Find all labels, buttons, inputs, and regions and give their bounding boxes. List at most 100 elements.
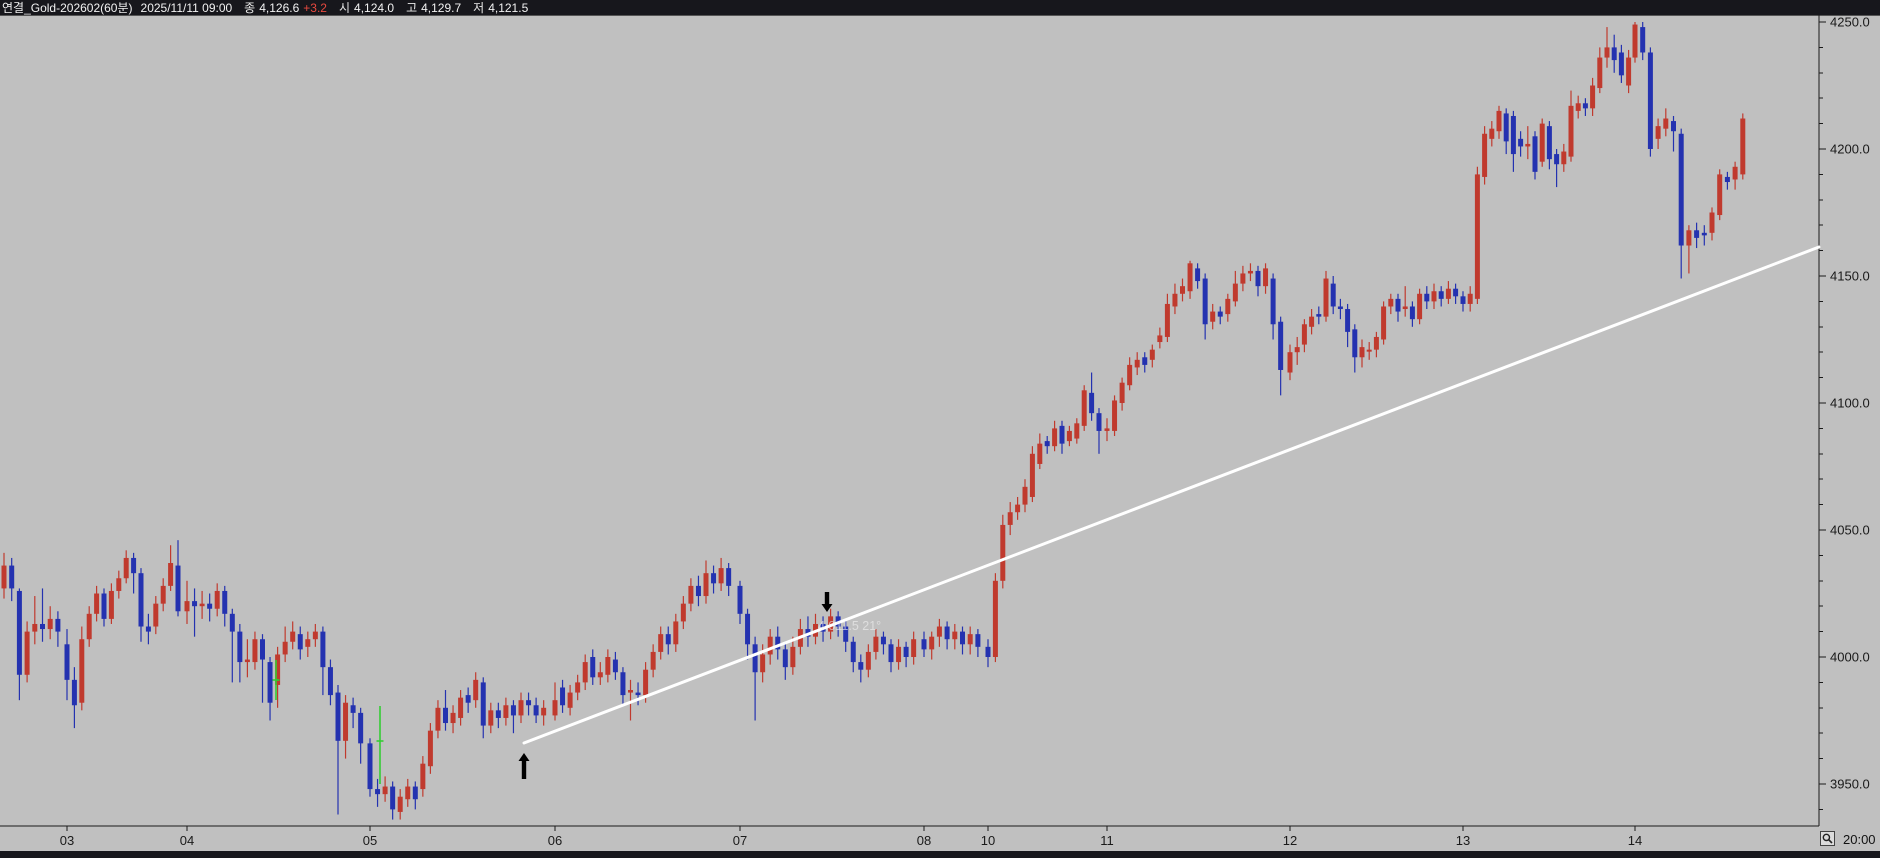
close-value: 4,126.6 (259, 0, 300, 15)
candle-body (775, 636, 781, 650)
candle-body (1518, 138, 1524, 147)
candle-body (745, 613, 751, 645)
candle-body (1474, 174, 1480, 299)
candle-body (1431, 291, 1437, 302)
candle-body (1301, 324, 1307, 345)
y-axis-label: 4100.0 (1830, 396, 1870, 411)
candle-body (1388, 298, 1394, 307)
candle-body (1373, 336, 1379, 350)
candle-body (865, 651, 871, 670)
candle-body (1694, 230, 1700, 238)
candle-body (405, 786, 411, 800)
candle-body (153, 603, 159, 627)
candle-body (1232, 283, 1238, 302)
candle-body (1112, 400, 1118, 431)
candle-body (665, 634, 671, 645)
candle-body (1337, 306, 1343, 310)
candle-body (1678, 133, 1684, 246)
candle-body (375, 789, 381, 795)
candle-body (1532, 136, 1538, 172)
candle-body (1575, 103, 1581, 111)
candle-body (658, 634, 664, 652)
candle-body (952, 631, 958, 640)
candle-body (160, 585, 166, 604)
candle-body (343, 702, 349, 741)
candle-body (1142, 357, 1148, 365)
candle-body (1582, 103, 1588, 109)
candle-body (71, 679, 77, 706)
candle-body (1417, 293, 1423, 320)
candle-body (1066, 430, 1072, 442)
zoom-button[interactable] (1820, 831, 1835, 846)
candle-body (108, 590, 114, 619)
x-axis-label: 10 (981, 833, 995, 848)
candle-body (929, 636, 935, 650)
candle-body (1240, 273, 1246, 284)
candle-body (911, 639, 917, 657)
x-axis-label: 04 (180, 833, 194, 848)
change-value: +3.2 (303, 0, 327, 15)
candle-body (1655, 126, 1661, 139)
candle-body (199, 603, 205, 607)
candle-body (760, 654, 766, 673)
candle-body (222, 590, 228, 614)
candle-body (116, 578, 122, 591)
candle-body (1632, 24, 1638, 58)
window-bottom-strip (0, 851, 1880, 858)
candle-body (86, 613, 92, 640)
x-axis-label: 14 (1628, 833, 1642, 848)
candle-body (101, 593, 107, 619)
candle-body (650, 651, 656, 670)
candle-body (1007, 512, 1013, 525)
candle-body (1225, 298, 1231, 315)
candle-body (24, 631, 30, 675)
candle-body (673, 621, 679, 645)
candle-body (1460, 296, 1466, 304)
candle-body (412, 786, 418, 800)
candle-body (184, 601, 190, 612)
candle-body (290, 631, 296, 642)
candle-body (552, 700, 558, 716)
candle-body (858, 662, 864, 670)
candle-body (94, 593, 100, 614)
x-axis-label: 12 (1283, 833, 1297, 848)
candle-body (495, 710, 501, 718)
candle-body (960, 631, 965, 645)
candle-body (1525, 143, 1531, 147)
candlestick-chart[interactable]: 4250.0 4200.0 4150.0 4100.0 4050.0 4000.0 3950… (0, 15, 1880, 858)
candle-body (1395, 298, 1401, 312)
candle-body (47, 618, 53, 630)
candle-body (1119, 382, 1125, 403)
candle-body (1424, 293, 1430, 302)
candle-body (1604, 47, 1610, 58)
trendline-label: 4,011.5 21° (818, 619, 881, 633)
candle-body (1482, 133, 1488, 177)
candle-body (1195, 268, 1201, 282)
candle-body (582, 662, 588, 683)
candle-body (435, 707, 441, 731)
candle-body (1022, 486, 1028, 505)
candle-body (1345, 309, 1351, 332)
candle-body (503, 705, 509, 718)
candle-body (1157, 335, 1163, 343)
candle-body (390, 786, 396, 810)
candle-body (790, 646, 796, 668)
candle-body (1453, 288, 1459, 297)
candle-body (175, 565, 181, 612)
candle-body (1647, 52, 1653, 150)
candle-body (1352, 329, 1358, 358)
up-arrow-icon (518, 753, 530, 779)
candle-body (1255, 270, 1261, 287)
candle-body (510, 705, 516, 716)
candle-body (79, 639, 85, 703)
candle-body (752, 644, 758, 673)
candle-body (480, 682, 486, 726)
candle-body (1597, 57, 1603, 89)
chart-title: 연결_Gold-202602(60분) (2, 1, 133, 15)
open-label: 시 (338, 1, 351, 15)
candle-body (1270, 278, 1276, 325)
candle-body (1438, 291, 1444, 299)
candle-body (1709, 212, 1715, 233)
candle-body (1467, 293, 1473, 304)
y-axis-label: 4200.0 (1830, 142, 1870, 157)
